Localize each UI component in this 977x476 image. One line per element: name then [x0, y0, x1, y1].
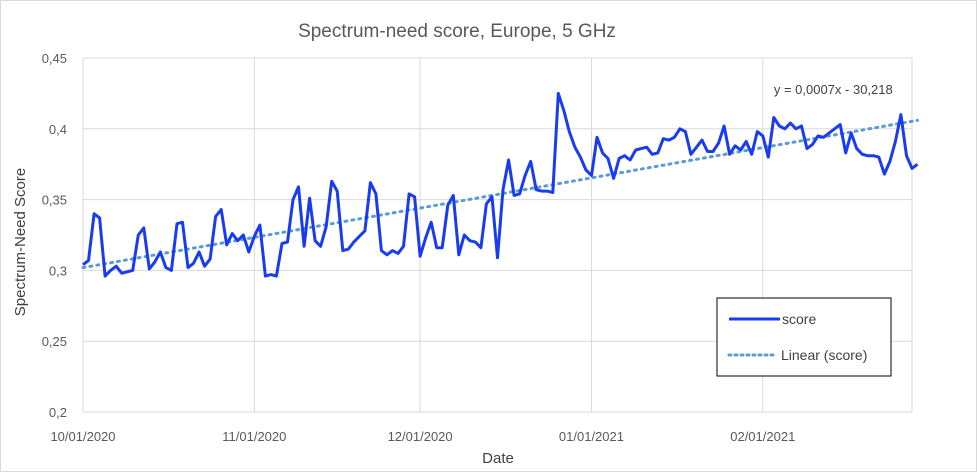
y-tick-label: 0,35: [42, 193, 67, 208]
x-tick-labels: 10/01/2020 11/01/2020 12/01/2020 01/01/2021…: [50, 429, 795, 444]
legend: score Linear (score): [716, 297, 892, 377]
x-tick-label: 11/01/2020: [222, 429, 286, 444]
series-line-score: [82, 91, 919, 278]
x-axis-label: Date: [482, 450, 514, 467]
x-tick-label: 12/01/2020: [388, 429, 453, 444]
x-tick-label: 01/01/2021: [559, 429, 624, 444]
legend-label-linear: Linear (score): [781, 347, 867, 363]
y-tick-label: 0,45: [42, 51, 67, 66]
legend-box: [716, 297, 892, 377]
y-tick-label: 0,25: [42, 334, 67, 349]
legend-label-score: score: [782, 311, 816, 327]
series-layer: [81, 91, 919, 278]
x-tick-label: 02/01/2021: [730, 429, 795, 444]
trendline-linear-score: [81, 118, 919, 270]
y-tick-labels: 0,2 0,25 0,3 0,35 0,4 0,45: [42, 51, 67, 420]
annotations: y = 0,0007x - 30,218: [774, 82, 893, 97]
y-tick-label: 0,4: [49, 122, 67, 137]
y-axis-label: Spectrum-Need Score: [12, 168, 29, 316]
chart-title: Spectrum-need score, Europe, 5 GHz: [298, 21, 616, 42]
grid-lines: [82, 57, 913, 413]
trendline-equation: y = 0,0007x - 30,218: [774, 82, 893, 97]
x-tick-label: 10/01/2020: [50, 429, 115, 444]
y-tick-label: 0,2: [49, 405, 67, 420]
y-tick-label: 0,3: [49, 263, 67, 278]
